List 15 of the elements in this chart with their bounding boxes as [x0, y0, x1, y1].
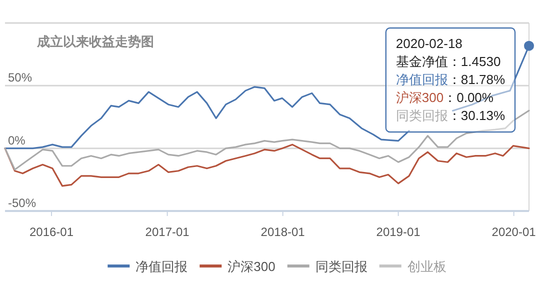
annotation: 2020-02-18 基金净值：1.4530 净值回报：81.78% 沪深300：0.00% 同类回报：30.13%: [396, 36, 506, 123]
legend-label: 创业板: [407, 259, 446, 274]
y-tick-label: -50%: [8, 196, 36, 210]
x-tick-label: 2020-01: [492, 225, 536, 239]
y-tick-label: 0%: [8, 133, 26, 148]
x-tick-label: 2018-01: [260, 225, 306, 239]
tooltip: 2020-02-18 基金净值：1.4530 净值回报：81.78% 沪深300：0.00% 同类回报：30.13%: [385, 27, 534, 133]
legend-label: 同类回报: [315, 259, 368, 274]
legend-label: 沪深300: [228, 259, 276, 274]
x-tick-label: 2017-01: [145, 225, 190, 239]
y-tick-label: 50%: [8, 70, 32, 85]
legend-label: 净值回报: [136, 259, 188, 274]
x-tick-label: 2019-01: [376, 225, 421, 239]
text: 成立以来收益走势图: [36, 34, 154, 49]
x-tick-label: 2016-01: [29, 225, 74, 239]
